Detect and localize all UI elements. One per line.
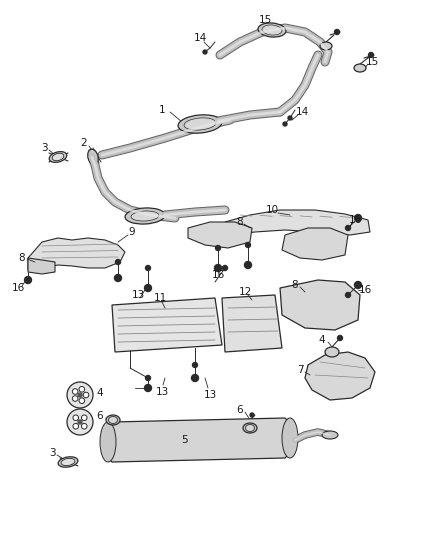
Polygon shape <box>282 228 348 260</box>
Text: 16: 16 <box>358 285 371 295</box>
Circle shape <box>79 386 85 392</box>
Polygon shape <box>188 222 252 248</box>
Circle shape <box>223 265 227 271</box>
Circle shape <box>79 398 85 403</box>
Circle shape <box>215 264 222 271</box>
Ellipse shape <box>282 418 298 458</box>
Circle shape <box>145 265 151 271</box>
Polygon shape <box>222 295 282 352</box>
Text: 1: 1 <box>159 105 165 115</box>
Ellipse shape <box>243 423 257 433</box>
Text: 9: 9 <box>129 227 135 237</box>
Text: 16: 16 <box>212 270 225 280</box>
Ellipse shape <box>131 211 159 221</box>
Circle shape <box>354 281 361 288</box>
Polygon shape <box>225 210 370 235</box>
Circle shape <box>67 409 93 435</box>
Text: 8: 8 <box>19 253 25 263</box>
Text: 14: 14 <box>295 107 309 117</box>
Ellipse shape <box>61 458 75 466</box>
Circle shape <box>83 392 89 398</box>
Ellipse shape <box>354 64 366 72</box>
Text: 6: 6 <box>97 411 103 421</box>
Circle shape <box>191 375 198 382</box>
Circle shape <box>25 277 32 284</box>
Text: 6: 6 <box>237 405 244 415</box>
Circle shape <box>283 122 287 126</box>
Ellipse shape <box>325 347 339 357</box>
Text: 11: 11 <box>153 293 166 303</box>
Polygon shape <box>112 298 222 352</box>
Circle shape <box>72 389 78 394</box>
Text: 16: 16 <box>348 215 362 225</box>
Text: 8: 8 <box>237 217 244 227</box>
Ellipse shape <box>106 415 120 425</box>
Circle shape <box>244 262 251 269</box>
Text: 15: 15 <box>365 57 378 67</box>
Circle shape <box>78 420 82 424</box>
Polygon shape <box>305 352 375 400</box>
Ellipse shape <box>52 154 64 161</box>
Text: 3: 3 <box>41 143 47 153</box>
Text: 14: 14 <box>193 33 207 43</box>
Circle shape <box>145 384 152 392</box>
Ellipse shape <box>100 422 116 462</box>
Circle shape <box>145 285 152 292</box>
Text: 15: 15 <box>258 15 272 25</box>
Text: 3: 3 <box>49 448 55 458</box>
Ellipse shape <box>109 416 117 424</box>
Ellipse shape <box>88 149 98 165</box>
Ellipse shape <box>320 42 332 50</box>
Polygon shape <box>102 418 295 462</box>
Text: 8: 8 <box>292 280 298 290</box>
Circle shape <box>192 362 198 367</box>
Circle shape <box>250 413 254 417</box>
Polygon shape <box>28 258 55 274</box>
Polygon shape <box>28 238 125 270</box>
Circle shape <box>114 274 121 281</box>
Circle shape <box>78 393 82 397</box>
Circle shape <box>203 50 207 54</box>
Circle shape <box>73 415 78 421</box>
Ellipse shape <box>322 431 338 439</box>
Ellipse shape <box>184 118 216 130</box>
Text: 4: 4 <box>97 388 103 398</box>
Text: 13: 13 <box>131 290 145 300</box>
Polygon shape <box>280 280 360 330</box>
Circle shape <box>335 29 339 35</box>
Ellipse shape <box>258 23 286 37</box>
Circle shape <box>67 382 93 408</box>
Ellipse shape <box>246 424 254 432</box>
Ellipse shape <box>58 457 78 467</box>
Text: 5: 5 <box>182 435 188 445</box>
Circle shape <box>72 395 78 401</box>
Text: 7: 7 <box>297 365 303 375</box>
Circle shape <box>346 293 350 297</box>
Circle shape <box>73 423 78 429</box>
Ellipse shape <box>49 151 67 163</box>
Circle shape <box>116 260 120 264</box>
Circle shape <box>346 225 350 230</box>
Text: 13: 13 <box>203 390 217 400</box>
Circle shape <box>354 214 361 222</box>
Circle shape <box>368 52 374 58</box>
Ellipse shape <box>262 25 282 35</box>
Text: 12: 12 <box>238 287 251 297</box>
Circle shape <box>215 246 220 251</box>
Text: 2: 2 <box>81 138 87 148</box>
Text: 16: 16 <box>11 283 25 293</box>
Circle shape <box>246 243 251 247</box>
Ellipse shape <box>178 115 222 133</box>
Ellipse shape <box>125 208 165 224</box>
Text: 4: 4 <box>319 335 325 345</box>
Circle shape <box>81 423 87 429</box>
Text: 13: 13 <box>155 387 169 397</box>
Circle shape <box>288 116 292 120</box>
Circle shape <box>338 335 343 341</box>
Circle shape <box>145 376 151 381</box>
Text: 10: 10 <box>265 205 279 215</box>
Circle shape <box>81 415 87 421</box>
